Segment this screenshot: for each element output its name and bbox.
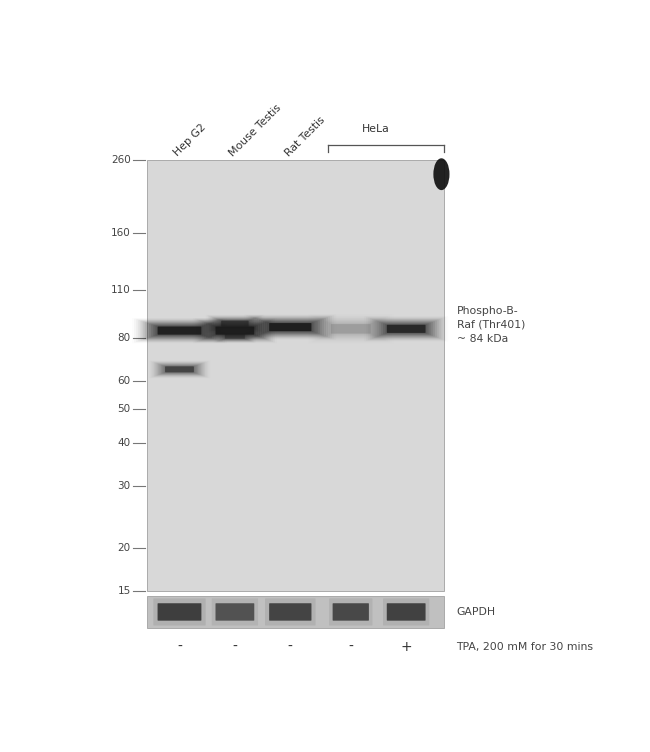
FancyBboxPatch shape — [216, 319, 254, 329]
FancyBboxPatch shape — [157, 603, 202, 620]
FancyBboxPatch shape — [378, 321, 435, 337]
Text: TPA, 200 mM for 30 mins: TPA, 200 mM for 30 mins — [456, 642, 593, 652]
FancyBboxPatch shape — [213, 317, 257, 329]
FancyBboxPatch shape — [267, 323, 313, 332]
FancyBboxPatch shape — [145, 322, 214, 339]
FancyBboxPatch shape — [265, 322, 316, 332]
Text: 110: 110 — [111, 285, 131, 295]
FancyBboxPatch shape — [212, 317, 258, 330]
Text: Mouse Testis: Mouse Testis — [227, 102, 283, 158]
FancyBboxPatch shape — [216, 326, 254, 335]
FancyBboxPatch shape — [138, 320, 220, 341]
FancyBboxPatch shape — [269, 603, 311, 620]
FancyBboxPatch shape — [212, 325, 258, 336]
Text: 60: 60 — [118, 377, 131, 387]
FancyBboxPatch shape — [220, 320, 250, 327]
Text: -: - — [233, 640, 237, 654]
Text: -: - — [348, 640, 353, 654]
Text: Rat Testis: Rat Testis — [283, 114, 327, 158]
FancyBboxPatch shape — [379, 322, 433, 336]
FancyBboxPatch shape — [153, 599, 205, 626]
FancyBboxPatch shape — [151, 324, 208, 337]
FancyBboxPatch shape — [225, 334, 245, 338]
FancyBboxPatch shape — [253, 317, 328, 337]
Text: HeLa: HeLa — [362, 123, 390, 134]
FancyBboxPatch shape — [214, 318, 255, 329]
FancyBboxPatch shape — [221, 332, 248, 340]
Text: 40: 40 — [118, 438, 131, 447]
FancyBboxPatch shape — [333, 603, 369, 620]
Text: Phospho-B-
Raf (Thr401)
~ 84 kDa: Phospho-B- Raf (Thr401) ~ 84 kDa — [456, 306, 525, 344]
FancyBboxPatch shape — [204, 322, 266, 339]
FancyBboxPatch shape — [157, 363, 202, 375]
FancyBboxPatch shape — [250, 317, 330, 338]
FancyBboxPatch shape — [142, 321, 216, 340]
FancyBboxPatch shape — [200, 321, 269, 341]
FancyBboxPatch shape — [165, 366, 194, 372]
Bar — [147, 596, 444, 628]
FancyBboxPatch shape — [385, 324, 428, 334]
FancyBboxPatch shape — [381, 323, 431, 335]
FancyBboxPatch shape — [329, 599, 372, 626]
FancyBboxPatch shape — [221, 320, 248, 326]
Bar — [147, 159, 444, 591]
FancyBboxPatch shape — [224, 334, 246, 339]
FancyBboxPatch shape — [149, 323, 210, 338]
FancyBboxPatch shape — [383, 323, 430, 335]
FancyBboxPatch shape — [387, 603, 426, 620]
FancyBboxPatch shape — [376, 320, 437, 337]
FancyBboxPatch shape — [383, 599, 430, 626]
FancyBboxPatch shape — [164, 365, 195, 373]
FancyBboxPatch shape — [259, 320, 322, 335]
FancyBboxPatch shape — [147, 323, 212, 338]
Text: -: - — [177, 640, 182, 654]
FancyBboxPatch shape — [261, 320, 320, 334]
Text: 260: 260 — [111, 155, 131, 165]
Text: GAPDH: GAPDH — [456, 607, 496, 617]
Ellipse shape — [434, 158, 450, 190]
FancyBboxPatch shape — [202, 321, 268, 340]
FancyBboxPatch shape — [216, 603, 254, 620]
Text: Hep G2: Hep G2 — [172, 122, 208, 158]
FancyBboxPatch shape — [263, 321, 318, 333]
FancyBboxPatch shape — [158, 364, 201, 375]
Text: 160: 160 — [111, 228, 131, 238]
FancyBboxPatch shape — [140, 321, 218, 341]
FancyBboxPatch shape — [153, 325, 205, 336]
FancyBboxPatch shape — [222, 333, 248, 340]
FancyBboxPatch shape — [329, 323, 372, 335]
FancyBboxPatch shape — [208, 323, 262, 338]
FancyBboxPatch shape — [206, 323, 264, 338]
FancyBboxPatch shape — [218, 320, 252, 328]
FancyBboxPatch shape — [212, 599, 258, 626]
FancyBboxPatch shape — [157, 326, 202, 335]
Text: 80: 80 — [118, 333, 131, 343]
FancyBboxPatch shape — [220, 332, 250, 341]
Text: 30: 30 — [118, 481, 131, 491]
Text: +: + — [400, 640, 412, 654]
FancyBboxPatch shape — [210, 324, 260, 337]
Text: 20: 20 — [118, 543, 131, 553]
FancyBboxPatch shape — [217, 319, 253, 328]
FancyBboxPatch shape — [257, 319, 324, 335]
FancyBboxPatch shape — [198, 320, 271, 341]
FancyBboxPatch shape — [269, 323, 311, 331]
Text: 50: 50 — [118, 404, 131, 414]
FancyBboxPatch shape — [159, 364, 200, 374]
FancyBboxPatch shape — [223, 333, 247, 339]
FancyBboxPatch shape — [331, 324, 370, 334]
FancyBboxPatch shape — [255, 318, 326, 336]
FancyBboxPatch shape — [162, 365, 197, 374]
FancyBboxPatch shape — [387, 325, 426, 333]
FancyBboxPatch shape — [214, 326, 256, 335]
FancyBboxPatch shape — [161, 365, 198, 374]
FancyBboxPatch shape — [372, 319, 441, 338]
FancyBboxPatch shape — [155, 326, 203, 335]
Text: 15: 15 — [118, 586, 131, 596]
Text: -: - — [288, 640, 292, 654]
FancyBboxPatch shape — [265, 599, 316, 626]
FancyBboxPatch shape — [374, 320, 439, 338]
